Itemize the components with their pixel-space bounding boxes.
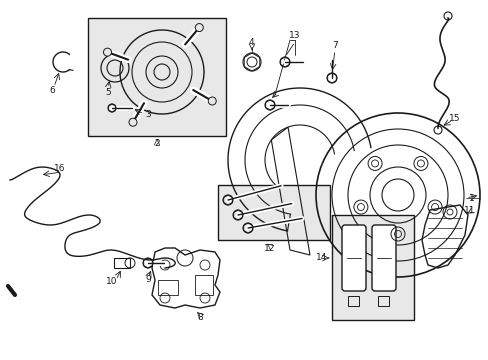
Text: 12: 12 [264,243,275,252]
Circle shape [208,97,216,105]
Text: 6: 6 [49,86,55,95]
Text: 5: 5 [105,87,111,96]
Circle shape [129,118,137,126]
Text: 15: 15 [448,113,460,122]
FancyBboxPatch shape [371,225,395,291]
Text: 7: 7 [331,41,337,50]
Text: 1: 1 [468,194,474,202]
FancyBboxPatch shape [341,225,365,291]
Bar [347,296,358,306]
Text: 2: 2 [154,139,160,148]
Circle shape [103,48,111,56]
Bar [158,280,178,295]
Text: 11: 11 [463,206,475,215]
Bar [218,185,329,240]
Text: 14: 14 [316,253,327,262]
Text: 4: 4 [248,37,253,46]
Circle shape [195,23,203,32]
Text: 9: 9 [145,275,151,284]
Bar [195,275,213,295]
Text: 16: 16 [54,163,65,172]
Bar [331,215,413,320]
Bar [377,296,388,306]
Text: 8: 8 [197,314,203,323]
Text: 3: 3 [145,109,151,118]
Text: 13: 13 [289,31,300,40]
Bar [114,258,130,268]
Text: 10: 10 [106,278,118,287]
Bar [88,18,225,136]
